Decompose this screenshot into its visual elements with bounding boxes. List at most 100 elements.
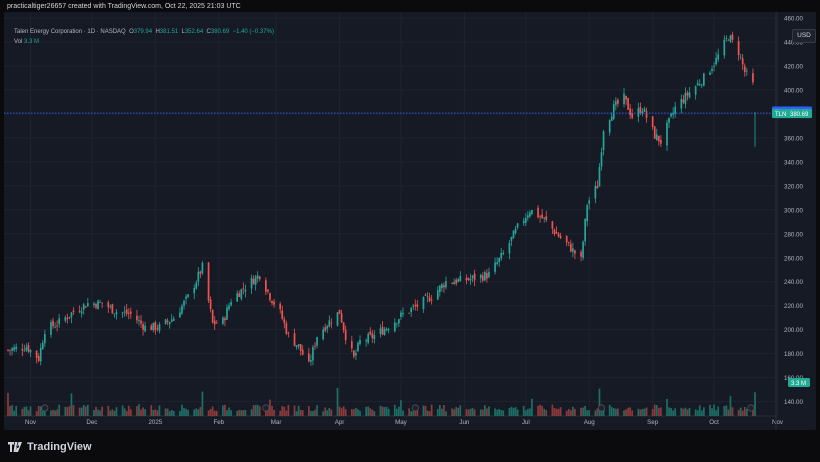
y-tick-label: 320.00 (784, 183, 803, 190)
candle-body (121, 312, 124, 314)
candle-body (336, 312, 339, 326)
brand-name: TradingView (27, 441, 92, 453)
candle-body (35, 350, 38, 358)
candle-body (438, 285, 441, 292)
candle-body (373, 335, 376, 340)
chart-panel[interactable]: 140.00160.00180.00200.00220.00240.00260.… (4, 12, 816, 430)
volume-bar (754, 392, 756, 416)
candle-body (344, 329, 347, 341)
volume-bar (741, 410, 744, 416)
candle-body (723, 39, 726, 56)
event-marker-icon[interactable] (598, 404, 606, 412)
volume-bar (422, 405, 425, 416)
close-value: 380.69 (210, 29, 230, 35)
volume-bar (496, 409, 498, 416)
candle-body (598, 167, 601, 187)
candle-body (385, 328, 388, 331)
candle-body (185, 296, 187, 299)
candle-body (109, 306, 112, 307)
volume-bar (37, 405, 40, 416)
candle-body (522, 220, 525, 223)
volume-bar (715, 410, 717, 416)
volume-bar (54, 410, 56, 416)
candle-body (754, 113, 756, 114)
candle-body (156, 328, 159, 330)
candle-body (29, 350, 32, 353)
candle-body (739, 56, 742, 58)
last-price-badge (772, 109, 812, 119)
volume-bar (228, 407, 230, 416)
candle-body (310, 360, 312, 362)
candle-body (596, 186, 599, 189)
volume-bar (252, 405, 255, 416)
volume-bar (144, 409, 146, 416)
candle-body (469, 278, 472, 281)
volume-bar (213, 410, 216, 416)
volume-bar (627, 407, 629, 416)
volume-bar (508, 407, 511, 416)
candle-body (269, 293, 271, 301)
volume-bar (68, 406, 71, 416)
candle-body (473, 273, 476, 281)
volume-bar (58, 404, 61, 416)
candle-body (641, 111, 644, 114)
candle-body (287, 332, 290, 334)
volume-bar (297, 405, 300, 416)
candle-body (387, 329, 390, 331)
candle-body (700, 84, 703, 86)
candle-body (230, 302, 232, 306)
candle-body (66, 317, 69, 320)
candle-body (281, 310, 284, 319)
candle-body (400, 312, 402, 318)
volume-bar (723, 406, 726, 416)
volume-bar (371, 409, 374, 416)
candle-body (488, 271, 490, 278)
volume-bar (285, 410, 288, 416)
candle-body (199, 271, 202, 274)
candle-body (107, 302, 110, 308)
volume-bar (483, 405, 486, 416)
volume-bar (551, 404, 554, 416)
volume-bar (207, 410, 210, 416)
candle-body (486, 273, 488, 279)
candle-body (195, 282, 198, 289)
volume-bar (451, 408, 453, 416)
candle-body (164, 319, 167, 324)
price-chart[interactable]: 140.00160.00180.00200.00220.00240.00260.… (4, 12, 816, 430)
candle-body (551, 221, 554, 229)
volume-bar (187, 409, 189, 416)
event-marker-icon[interactable] (41, 404, 49, 412)
volume-bar (486, 408, 488, 416)
volume-bar (467, 409, 470, 416)
candle-body (674, 106, 677, 114)
candle-body (244, 289, 247, 292)
symbol-name: Talen Energy Corporation · 1D · NASDAQ (14, 29, 126, 35)
candle-body (123, 311, 126, 313)
candle-body (111, 304, 114, 314)
candle-body (338, 309, 341, 314)
event-marker-icon[interactable] (411, 404, 419, 412)
volume-bar (136, 406, 138, 416)
candle-body (451, 283, 453, 284)
volume-bar (336, 387, 339, 416)
volume-bar (631, 410, 634, 416)
volume-bar (164, 408, 167, 416)
candle-body (154, 322, 157, 331)
candle-body (531, 210, 533, 215)
volume-bar (111, 409, 114, 416)
candle-body (602, 131, 605, 150)
volume-bar (567, 408, 570, 416)
candle-body (516, 223, 519, 228)
volume-bar (494, 408, 496, 416)
candle-body (58, 318, 61, 324)
event-marker-icon[interactable] (262, 404, 270, 412)
volume-bar (242, 410, 245, 416)
volume-bar (127, 405, 130, 416)
candle-body (181, 305, 183, 314)
candle-body (694, 86, 697, 95)
currency-button[interactable]: USD (792, 29, 816, 43)
event-marker-icon[interactable] (747, 404, 755, 412)
candle-body (340, 313, 343, 323)
candle-body (670, 113, 672, 117)
